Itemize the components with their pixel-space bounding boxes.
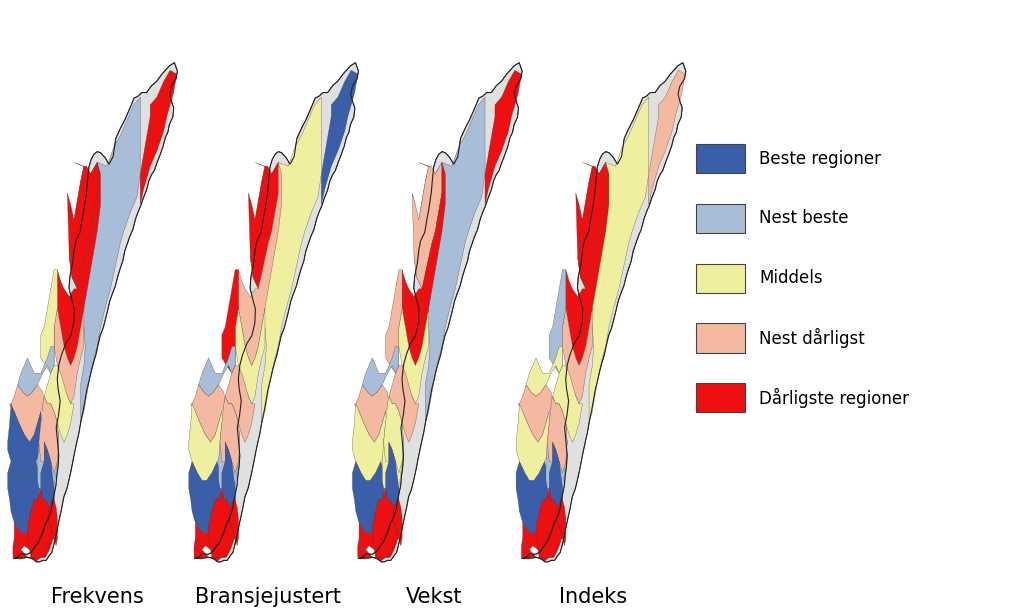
Text: Nest beste: Nest beste bbox=[759, 209, 848, 228]
Text: Bransjejustert: Bransjejustert bbox=[195, 587, 341, 606]
Text: Nest dårligst: Nest dårligst bbox=[759, 328, 864, 348]
Polygon shape bbox=[372, 488, 399, 561]
Polygon shape bbox=[399, 308, 429, 404]
Polygon shape bbox=[140, 70, 177, 204]
Polygon shape bbox=[522, 519, 563, 559]
Polygon shape bbox=[414, 97, 485, 423]
Polygon shape bbox=[536, 488, 563, 561]
Polygon shape bbox=[222, 270, 238, 373]
Polygon shape bbox=[547, 396, 567, 473]
Polygon shape bbox=[384, 396, 403, 473]
Text: Middels: Middels bbox=[759, 269, 822, 287]
Polygon shape bbox=[194, 63, 358, 562]
Polygon shape bbox=[526, 346, 563, 396]
Polygon shape bbox=[358, 519, 399, 559]
Polygon shape bbox=[576, 162, 606, 289]
Polygon shape bbox=[44, 365, 74, 442]
Polygon shape bbox=[190, 385, 225, 442]
Text: Dårligste regioner: Dårligste regioner bbox=[759, 388, 909, 407]
Polygon shape bbox=[228, 500, 238, 546]
Polygon shape bbox=[555, 500, 566, 546]
Polygon shape bbox=[383, 404, 403, 511]
Polygon shape bbox=[485, 70, 522, 204]
Polygon shape bbox=[198, 346, 235, 396]
Polygon shape bbox=[352, 404, 388, 481]
Polygon shape bbox=[68, 162, 97, 289]
Polygon shape bbox=[194, 519, 235, 559]
Polygon shape bbox=[552, 365, 582, 442]
Polygon shape bbox=[389, 365, 418, 442]
Polygon shape bbox=[222, 442, 235, 511]
Polygon shape bbox=[188, 461, 222, 534]
FancyBboxPatch shape bbox=[696, 204, 745, 233]
Polygon shape bbox=[220, 396, 239, 473]
Polygon shape bbox=[54, 308, 84, 404]
Polygon shape bbox=[238, 162, 281, 365]
FancyBboxPatch shape bbox=[696, 264, 745, 293]
Polygon shape bbox=[566, 162, 609, 365]
Polygon shape bbox=[546, 404, 567, 511]
Polygon shape bbox=[235, 308, 265, 404]
Polygon shape bbox=[649, 70, 685, 204]
Polygon shape bbox=[518, 385, 552, 442]
Polygon shape bbox=[70, 97, 140, 423]
Polygon shape bbox=[522, 63, 685, 562]
Polygon shape bbox=[578, 97, 649, 423]
Polygon shape bbox=[17, 346, 54, 396]
Polygon shape bbox=[209, 488, 235, 561]
Polygon shape bbox=[249, 162, 278, 289]
Polygon shape bbox=[219, 404, 239, 511]
Polygon shape bbox=[28, 488, 54, 561]
Text: Vekst: Vekst bbox=[405, 587, 462, 606]
Text: Frekvens: Frekvens bbox=[51, 587, 143, 606]
Polygon shape bbox=[516, 404, 551, 481]
Polygon shape bbox=[47, 500, 57, 546]
Polygon shape bbox=[41, 270, 57, 373]
Polygon shape bbox=[8, 461, 41, 534]
Text: Beste regioner: Beste regioner bbox=[759, 149, 881, 168]
Polygon shape bbox=[321, 70, 358, 204]
Polygon shape bbox=[386, 270, 402, 373]
Polygon shape bbox=[563, 308, 592, 404]
Polygon shape bbox=[57, 162, 100, 365]
Polygon shape bbox=[8, 404, 43, 481]
FancyBboxPatch shape bbox=[696, 383, 745, 412]
Polygon shape bbox=[549, 270, 566, 373]
Polygon shape bbox=[516, 461, 549, 534]
Polygon shape bbox=[225, 365, 255, 442]
FancyBboxPatch shape bbox=[696, 144, 745, 173]
Polygon shape bbox=[523, 500, 552, 550]
Polygon shape bbox=[13, 519, 54, 559]
Polygon shape bbox=[412, 162, 442, 289]
Polygon shape bbox=[251, 97, 321, 423]
Polygon shape bbox=[352, 461, 386, 534]
Text: Indeks: Indeks bbox=[560, 587, 627, 606]
Polygon shape bbox=[39, 396, 58, 473]
Polygon shape bbox=[362, 346, 399, 396]
Polygon shape bbox=[392, 500, 402, 546]
Polygon shape bbox=[549, 442, 563, 511]
Polygon shape bbox=[38, 404, 58, 511]
Polygon shape bbox=[14, 500, 44, 550]
Polygon shape bbox=[386, 442, 399, 511]
Polygon shape bbox=[195, 500, 225, 550]
FancyBboxPatch shape bbox=[696, 323, 745, 353]
Polygon shape bbox=[358, 63, 522, 562]
Polygon shape bbox=[41, 442, 54, 511]
Polygon shape bbox=[13, 63, 177, 562]
Polygon shape bbox=[188, 404, 224, 481]
Polygon shape bbox=[354, 385, 389, 442]
Polygon shape bbox=[9, 385, 44, 442]
Polygon shape bbox=[402, 162, 445, 365]
Polygon shape bbox=[359, 500, 389, 550]
